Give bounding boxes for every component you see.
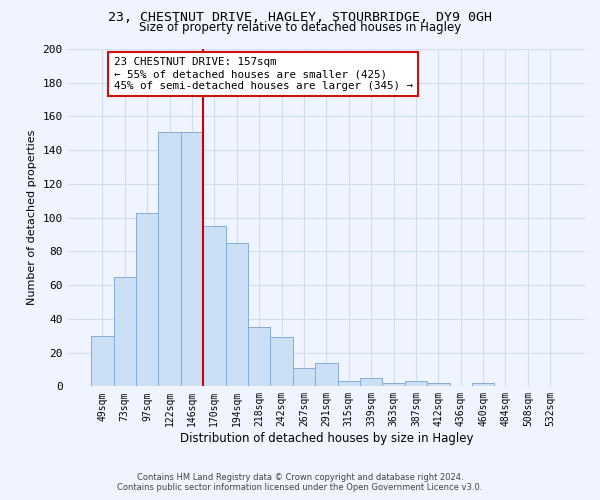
Y-axis label: Number of detached properties: Number of detached properties xyxy=(27,130,37,306)
Text: Size of property relative to detached houses in Hagley: Size of property relative to detached ho… xyxy=(139,22,461,35)
Text: 23, CHESTNUT DRIVE, HAGLEY, STOURBRIDGE, DY9 0GH: 23, CHESTNUT DRIVE, HAGLEY, STOURBRIDGE,… xyxy=(108,11,492,24)
Bar xyxy=(472,383,494,386)
Bar xyxy=(248,328,271,386)
Bar xyxy=(427,383,449,386)
Bar xyxy=(203,226,226,386)
Bar xyxy=(271,338,293,386)
Bar xyxy=(293,368,315,386)
Bar xyxy=(226,243,248,386)
Text: Contains HM Land Registry data © Crown copyright and database right 2024.
Contai: Contains HM Land Registry data © Crown c… xyxy=(118,473,482,492)
Bar xyxy=(158,132,181,386)
Bar xyxy=(113,276,136,386)
Bar xyxy=(136,212,158,386)
Bar xyxy=(338,382,360,386)
Bar xyxy=(181,132,203,386)
X-axis label: Distribution of detached houses by size in Hagley: Distribution of detached houses by size … xyxy=(179,432,473,445)
Text: 23 CHESTNUT DRIVE: 157sqm
← 55% of detached houses are smaller (425)
45% of semi: 23 CHESTNUT DRIVE: 157sqm ← 55% of detac… xyxy=(113,58,413,90)
Bar xyxy=(315,362,338,386)
Bar xyxy=(91,336,113,386)
Bar xyxy=(382,383,405,386)
Bar xyxy=(360,378,382,386)
Bar xyxy=(405,382,427,386)
